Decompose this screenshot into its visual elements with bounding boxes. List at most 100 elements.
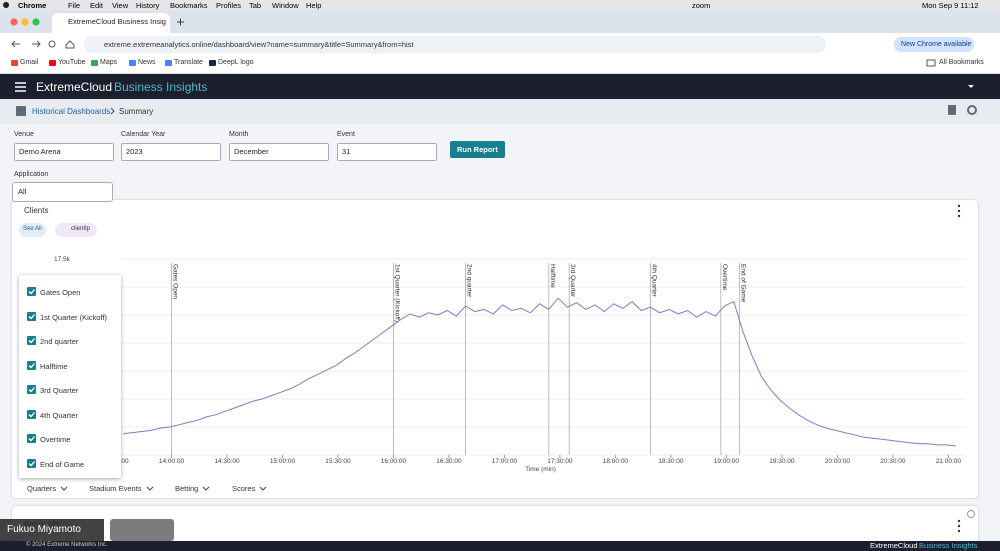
menu-item: History [136, 1, 160, 10]
checkbox[interactable] [27, 336, 36, 345]
chrome-update-label[interactable]: New Chrome available [901, 41, 972, 48]
check-mark [28, 338, 35, 344]
bookmark-icon [209, 60, 216, 66]
zoom-name: Fukuo Miyamoto [7, 524, 81, 535]
chevron-icon [146, 486, 154, 491]
hamburger-icon [15, 82, 26, 92]
more-icon [957, 209, 961, 213]
bookmark[interactable]: Maps [100, 59, 118, 66]
more-icon [957, 204, 961, 208]
product: Business Insights [114, 80, 208, 94]
chip[interactable] [55, 223, 97, 237]
select-value: 31 [342, 147, 351, 156]
tab-title: ExtremeCloud Business Insig [68, 17, 166, 26]
checkbox[interactable] [27, 385, 36, 394]
legend-label: 1st Quarter (Kickoff) [40, 312, 107, 322]
filter-label: Event [337, 131, 355, 138]
dropdown[interactable]: Scores [232, 484, 256, 493]
event-label: 2nd quarter [466, 264, 473, 298]
tab[interactable] [52, 13, 170, 33]
event-label: Gates Open [171, 264, 178, 299]
legend-panel [19, 275, 121, 478]
select[interactable] [12, 182, 113, 202]
select[interactable] [229, 143, 329, 161]
check-mark [28, 387, 35, 393]
breadcrumb-bar [0, 99, 1000, 124]
x-tick-label: 15:00:00 [270, 458, 296, 465]
dashboard-icon [16, 106, 26, 116]
header-caret [968, 85, 974, 88]
checkbox[interactable] [27, 458, 36, 468]
home-icon [65, 40, 75, 49]
x-tick-label: 17:30:00 [547, 458, 573, 465]
series-line [123, 297, 956, 447]
zoom-controls[interactable] [110, 519, 174, 541]
menu-item: Chrome [18, 1, 47, 10]
legend-label: Gates Open [40, 288, 81, 297]
checkbox[interactable] [27, 287, 36, 296]
footer-bar [0, 541, 1000, 551]
check-mark [28, 362, 35, 368]
dropdown[interactable]: Stadium Events [89, 484, 142, 493]
run-button-label: Run Report [457, 145, 498, 154]
filter-label: Application [14, 171, 49, 178]
x-tick-label: 20:30:00 [880, 458, 906, 465]
bookmark[interactable]: News [138, 59, 156, 66]
event-label: Halftime [549, 264, 556, 288]
dropdown[interactable]: Quarters [27, 484, 57, 493]
breadcrumb-link[interactable]: Historical Dashboards [32, 107, 111, 116]
x-tick-label: 14:30:00 [214, 458, 240, 465]
chevron-icon [259, 486, 267, 491]
chevron-icon [60, 486, 68, 491]
window-control [32, 18, 40, 26]
checkbox[interactable] [27, 434, 36, 443]
select[interactable] [14, 143, 114, 161]
menu-bar [0, 0, 1000, 11]
chip[interactable] [19, 223, 46, 237]
menu-item: Help [306, 1, 322, 10]
bookmark-icon [49, 60, 56, 66]
menu-item: View [112, 1, 129, 10]
event-label: 4th Quarter [651, 264, 658, 298]
x-tick-label: 16:30:00 [436, 458, 462, 465]
select[interactable] [121, 143, 221, 161]
more-icon [957, 214, 961, 218]
new-tab-icon [177, 18, 184, 26]
all-bookmarks[interactable]: All Bookmarks [939, 59, 984, 66]
card-title: Clients [24, 206, 49, 215]
dropdown[interactable]: Betting [175, 484, 199, 493]
menu-item: Window [272, 1, 299, 10]
select[interactable] [337, 143, 437, 161]
bookmark[interactable]: Translate [174, 59, 203, 66]
settings-icon [967, 105, 977, 115]
more-icon [957, 519, 961, 523]
window-control [21, 18, 29, 26]
legend-label: End of Game [40, 459, 85, 469]
x-tick-label: 16:00:00 [381, 458, 407, 465]
event-label: Overtime [721, 264, 728, 291]
run-button[interactable] [450, 141, 505, 158]
bookmark[interactable]: DeepL logo [218, 59, 254, 66]
x-tick-label: 18:00:00 [603, 458, 629, 465]
app-header [0, 74, 1000, 99]
window-control [10, 18, 18, 26]
checkbox[interactable] [27, 360, 36, 370]
select-value: December [234, 147, 269, 156]
check-mark [28, 289, 35, 295]
bookmark-icon [91, 60, 98, 66]
more-icon [957, 529, 961, 533]
checkbox[interactable] [27, 409, 36, 419]
info-icon [967, 510, 975, 518]
more-icon [957, 524, 961, 528]
chip-label: clientIp [71, 226, 91, 232]
check-mark [28, 460, 35, 466]
menu-item: Profiles [216, 1, 242, 10]
checkbox[interactable] [27, 311, 36, 321]
clients-card [12, 200, 978, 498]
bookmark[interactable]: Gmail [20, 59, 39, 66]
check-mark [28, 436, 35, 442]
url: extreme.extremeanalytics.online/dashboar… [104, 40, 414, 49]
bookmark[interactable]: YouTube [58, 59, 86, 66]
